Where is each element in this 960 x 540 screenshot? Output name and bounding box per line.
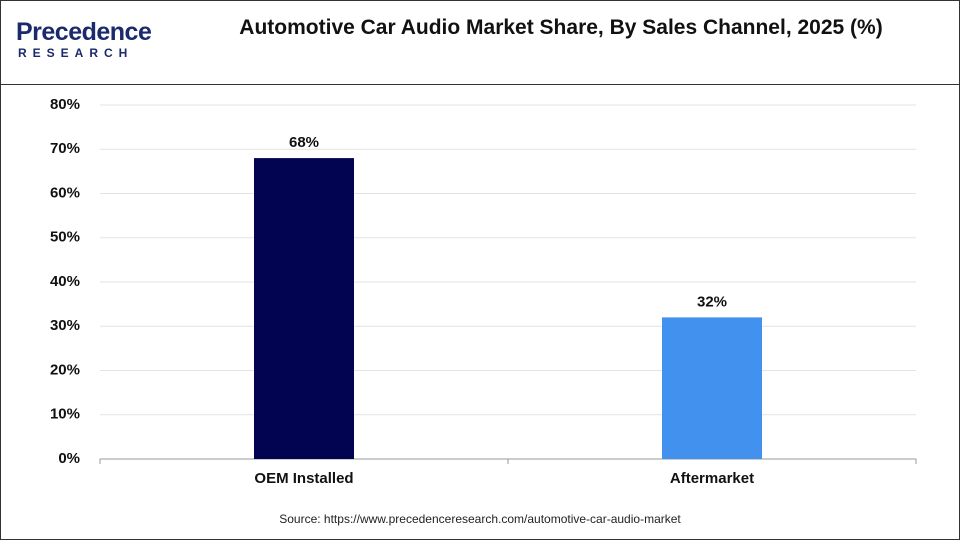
data-label: 32%	[697, 293, 727, 310]
data-label: 68%	[289, 134, 319, 151]
x-tick-label: Aftermarket	[670, 470, 754, 487]
y-tick-label: 50%	[50, 229, 80, 246]
bar	[662, 317, 762, 459]
y-tick-label: 40%	[50, 273, 80, 290]
source-note: Source: https://www.precedenceresearch.c…	[279, 512, 681, 526]
y-tick-label: 70%	[50, 140, 80, 157]
header-divider	[0, 84, 960, 85]
x-tick-label: OEM Installed	[254, 470, 353, 487]
y-tick-label: 0%	[58, 450, 80, 467]
logo-name: Precedence	[16, 18, 152, 46]
chart-title: Automotive Car Audio Market Share, By Sa…	[239, 16, 883, 39]
bar	[254, 158, 354, 459]
y-tick-label: 20%	[50, 361, 80, 378]
y-tick-label: 10%	[50, 406, 80, 423]
y-tick-label: 80%	[50, 96, 80, 113]
y-tick-label: 30%	[50, 317, 80, 334]
y-tick-label: 60%	[50, 184, 80, 201]
logo-subtitle: RESEARCH	[18, 46, 134, 60]
